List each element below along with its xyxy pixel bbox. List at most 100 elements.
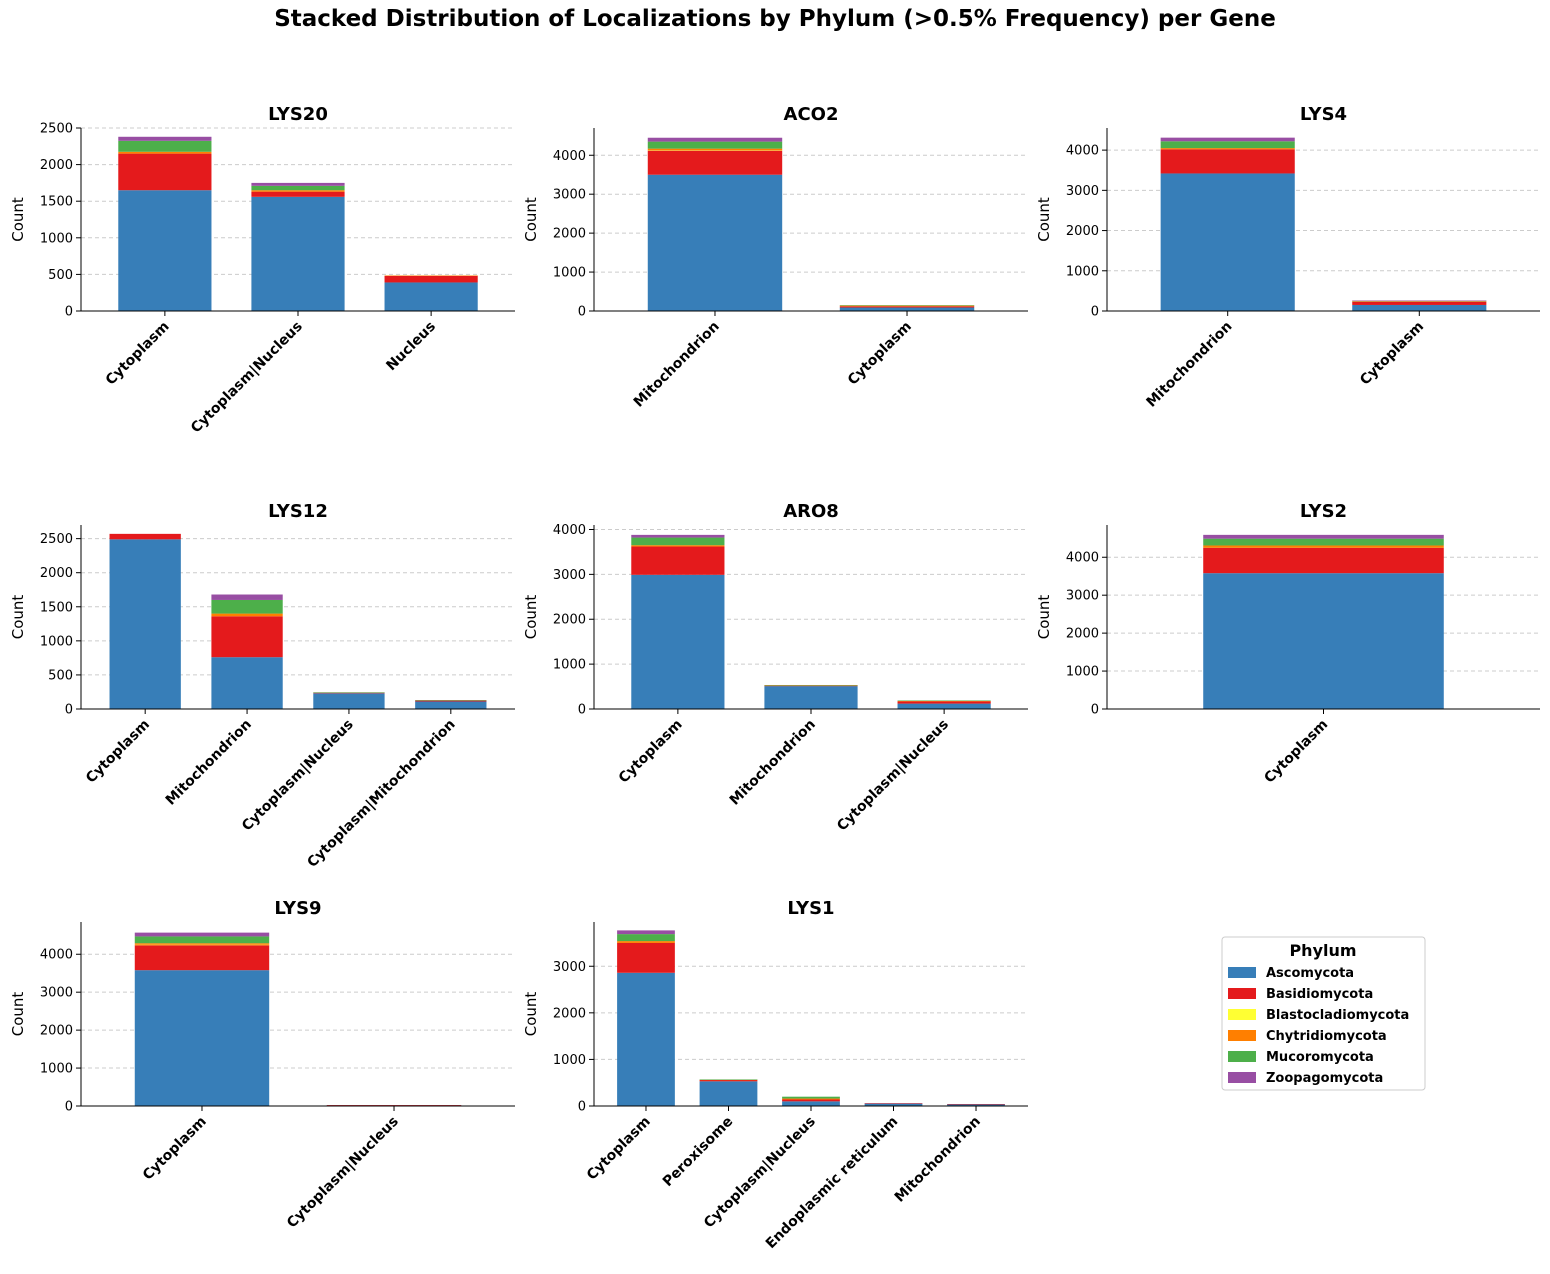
y-tick-label: 2500	[40, 122, 73, 137]
bar-segment	[134, 970, 270, 1106]
x-tick-label: Mitochondrion	[163, 717, 255, 809]
bar-segment	[211, 616, 283, 658]
y-tick-label: 3000	[1066, 589, 1099, 604]
y-tick-label: 2000	[553, 1006, 586, 1021]
subplot-title: ARO8	[783, 501, 839, 522]
bar-segment	[1203, 538, 1444, 546]
y-tick-label: 1000	[1066, 264, 1099, 279]
bar-segment	[764, 684, 858, 686]
bar-segment	[118, 140, 212, 152]
legend-swatch	[1228, 988, 1256, 999]
x-tick-label: Cytoplasm	[140, 1114, 210, 1184]
y-tick-label: 3000	[553, 188, 586, 203]
legend-entry-label: Basidiomycota	[1266, 987, 1373, 1002]
y-tick-label: 0	[578, 1100, 586, 1115]
bar-segment	[839, 306, 975, 308]
bar-segment	[631, 574, 725, 709]
subplot-title: LYS9	[274, 898, 321, 919]
bar-segment	[647, 148, 783, 151]
y-tick-label: 3000	[553, 568, 586, 583]
bar-segment	[647, 174, 783, 311]
bar-segment	[897, 700, 991, 702]
x-tick-label: Mitochondrion	[1143, 319, 1235, 411]
legend-entry-label: Mucoromycota	[1266, 1050, 1374, 1065]
bar-segment	[415, 700, 487, 702]
bar-segment	[617, 972, 675, 1106]
bar-segment	[764, 686, 858, 709]
x-tick-label: Cytoplasm	[83, 717, 153, 787]
bar-segment	[384, 282, 478, 311]
bar-segment	[699, 1079, 758, 1082]
x-tick-label: Cytoplasm	[1357, 319, 1427, 389]
y-tick-label: 0	[578, 305, 586, 320]
bar-segment	[617, 934, 675, 942]
legend-entry-label: Chytridiomycota	[1266, 1029, 1387, 1044]
bar-segment	[782, 1101, 840, 1106]
bar-segment	[1160, 149, 1295, 174]
y-tick-label: 1000	[40, 1062, 73, 1077]
legend-frame	[1221, 936, 1426, 1091]
y-axis-label: Count	[1035, 197, 1053, 242]
bar-segment	[211, 594, 283, 600]
y-axis-label: Count	[522, 197, 540, 242]
bar-segment	[1160, 137, 1295, 142]
subplot-aco2: 0 1000 2000 3000 4000 Mitochondrion Cytoplasm A…	[522, 104, 1028, 411]
x-tick-label: Cytoplasm	[103, 319, 173, 389]
y-tick-label: 3000	[40, 986, 73, 1001]
legend-swatch	[1228, 1030, 1256, 1041]
bar-segment	[313, 692, 385, 693]
bar-segment	[1160, 148, 1295, 150]
bar-segment	[897, 700, 991, 701]
bar-segment	[647, 150, 783, 151]
bar-segment	[415, 701, 487, 709]
bar-segment	[947, 1104, 1005, 1106]
bar-segment	[782, 1096, 840, 1099]
legend-title: Phylum	[1289, 941, 1356, 960]
subplot-title: LYS12	[268, 501, 328, 522]
y-tick-label: 2000	[40, 566, 73, 581]
bar-segment	[415, 700, 487, 701]
bar-segment	[1352, 301, 1487, 305]
bar-segment	[134, 945, 270, 971]
y-tick-label: 1000	[553, 266, 586, 281]
x-tick-label: Mitochondrion	[631, 319, 723, 411]
bar-segment	[118, 136, 212, 141]
y-tick-label: 4000	[553, 149, 586, 164]
y-tick-label: 1000	[1066, 665, 1099, 680]
legend-entry-label: Ascomycota	[1266, 966, 1354, 981]
x-tick-label: Cytoplasm	[845, 319, 915, 389]
x-tick-label: Cytoplasm	[584, 1114, 654, 1184]
bar-segment	[251, 185, 345, 191]
y-tick-label: 1000	[553, 658, 586, 673]
subplot-title: LYS20	[268, 104, 328, 125]
bar-segment	[839, 305, 975, 306]
bar-segment	[326, 1105, 462, 1106]
subplot-lys9: 0 1000 2000 3000 4000 Cytoplasm Cytoplasm|Nucl…	[9, 898, 515, 1231]
bar-segment	[864, 1103, 923, 1104]
y-tick-label: 500	[48, 668, 73, 683]
bar-segment	[313, 693, 385, 709]
y-axis-label: Count	[9, 992, 27, 1037]
bar-segment	[211, 599, 283, 614]
bar-segment	[134, 944, 270, 946]
bar-segment	[384, 275, 478, 276]
bar-segment	[631, 537, 725, 546]
y-tick-label: 2000	[40, 1024, 73, 1039]
bar-segment	[384, 275, 478, 283]
bar-segment	[1352, 301, 1487, 302]
bar-segment	[782, 1099, 840, 1102]
bar-segment	[631, 546, 725, 575]
bar-segment	[118, 151, 212, 154]
bar-segment	[864, 1103, 923, 1106]
bar-segment	[782, 1098, 840, 1100]
y-tick-label: 2500	[40, 532, 73, 547]
bar-segment	[1160, 173, 1295, 311]
subplot-lys12: 0 500 1000 1500 2000 2500 Cytoplasm Mitochondri…	[9, 501, 515, 871]
x-tick-label: Endoplasmic reticulum	[763, 1114, 901, 1252]
y-tick-label: 2000	[1066, 627, 1099, 642]
bar-segment	[699, 1081, 758, 1106]
y-axis-label: Count	[522, 992, 540, 1037]
bar-segment	[134, 936, 270, 944]
